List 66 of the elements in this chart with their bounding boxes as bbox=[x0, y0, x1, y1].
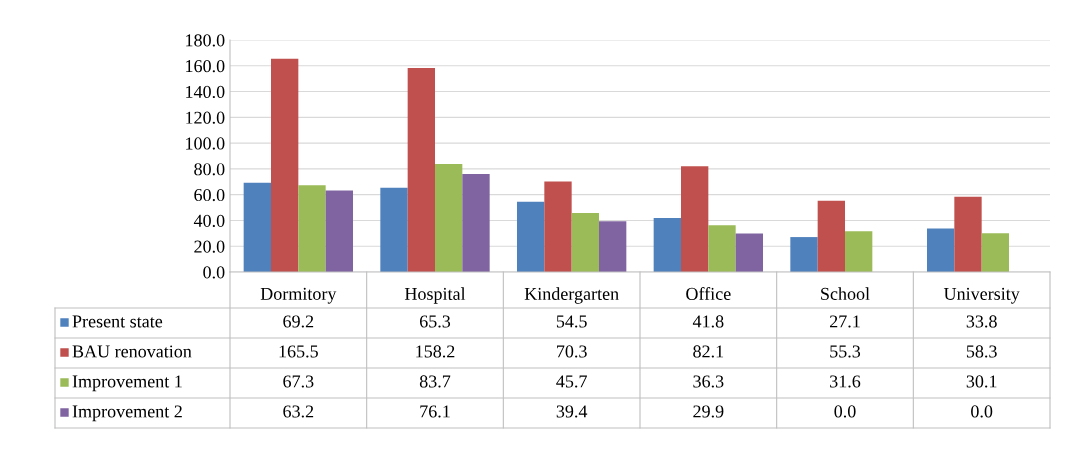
data-label: 65.3 bbox=[419, 315, 451, 328]
bar bbox=[435, 164, 463, 272]
bar bbox=[653, 218, 681, 272]
y-tick-label: 0.0 bbox=[203, 266, 225, 279]
data-label: 0.0 bbox=[971, 405, 993, 418]
bar bbox=[407, 68, 435, 272]
y-tick-label: 160.0 bbox=[186, 60, 225, 73]
legend-label: Improvement 1 bbox=[72, 375, 182, 392]
data-label: 29.9 bbox=[693, 405, 724, 418]
bar bbox=[271, 58, 299, 272]
bar bbox=[380, 187, 408, 272]
x-tick-label: Dormitory bbox=[260, 287, 337, 304]
y-tick-label: 60.0 bbox=[194, 188, 225, 202]
data-label: 33.8 bbox=[966, 315, 997, 328]
bar bbox=[599, 221, 627, 272]
bar bbox=[981, 233, 1009, 272]
data-label: 31.6 bbox=[830, 375, 861, 388]
bar bbox=[325, 190, 353, 272]
y-tick-label: 180.0 bbox=[186, 34, 225, 47]
bar bbox=[708, 225, 736, 272]
data-label: 45.7 bbox=[556, 375, 587, 388]
x-tick-label: University bbox=[943, 287, 1020, 304]
y-tick-label: 80.0 bbox=[194, 163, 225, 176]
data-label: 36.3 bbox=[693, 375, 724, 388]
data-label: 30.1 bbox=[966, 375, 997, 388]
data-label: 63.2 bbox=[283, 405, 314, 418]
legend-label: BAU renovation bbox=[72, 345, 192, 358]
data-label: 158.2 bbox=[416, 345, 455, 358]
y-tick-label: 140.0 bbox=[186, 85, 225, 99]
bar bbox=[790, 237, 818, 272]
data-label: 69.2 bbox=[283, 315, 314, 328]
data-label: 54.5 bbox=[556, 315, 587, 328]
bar bbox=[544, 181, 572, 272]
data-label: 58.3 bbox=[966, 345, 997, 358]
bar bbox=[298, 185, 326, 272]
bar bbox=[681, 166, 709, 272]
bar bbox=[462, 173, 490, 272]
y-tick-label: 20.0 bbox=[194, 240, 225, 253]
data-label: 27.1 bbox=[829, 315, 860, 328]
bar bbox=[735, 233, 763, 272]
bar bbox=[845, 231, 873, 272]
bar bbox=[243, 182, 271, 272]
x-tick-label: Kindergarten bbox=[524, 287, 619, 304]
data-label: 76.1 bbox=[420, 405, 450, 418]
data-label: 67.3 bbox=[283, 375, 314, 388]
bar bbox=[517, 201, 545, 272]
x-tick-label: School bbox=[821, 287, 870, 300]
y-tick-label: 100.0 bbox=[186, 137, 225, 150]
data-label: 83.7 bbox=[419, 375, 451, 388]
y-tick-label: 40.0 bbox=[193, 214, 225, 227]
bar bbox=[571, 213, 599, 272]
y-tick-label: 120.0 bbox=[186, 111, 225, 124]
legend-label: Present state bbox=[72, 315, 163, 328]
data-label: 41.8 bbox=[692, 315, 724, 328]
data-label: 82.1 bbox=[693, 345, 724, 358]
x-tick-label: Office bbox=[686, 287, 731, 300]
bar bbox=[817, 200, 845, 272]
data-label: 55.3 bbox=[830, 345, 861, 358]
legend-label: Improvement 2 bbox=[72, 405, 182, 422]
data-label: 39.4 bbox=[556, 405, 588, 418]
x-tick-label: Hospital bbox=[404, 287, 466, 304]
data-label: 70.3 bbox=[557, 345, 587, 358]
bar bbox=[954, 196, 982, 272]
bar bbox=[927, 228, 955, 272]
data-label: 0.0 bbox=[834, 405, 856, 418]
data-label: 165.5 bbox=[279, 345, 318, 358]
